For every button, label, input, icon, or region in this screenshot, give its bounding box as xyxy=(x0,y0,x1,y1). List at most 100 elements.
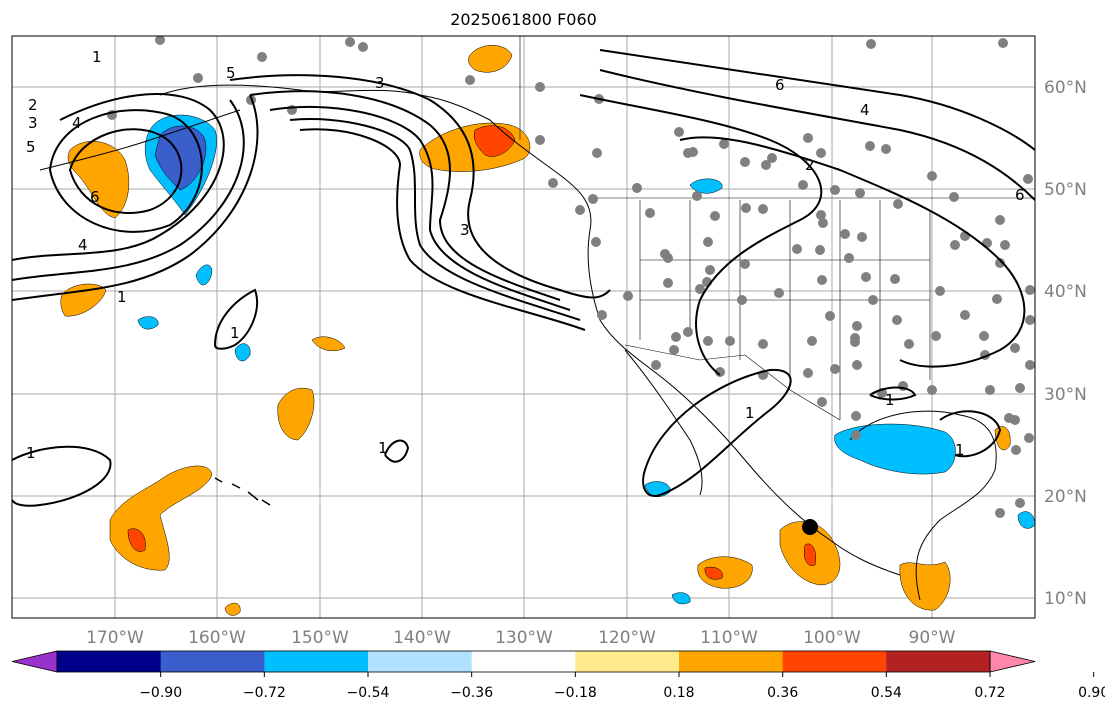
station-dot xyxy=(669,345,679,355)
station-dot xyxy=(852,321,862,331)
contour-label-1f: 1 xyxy=(26,444,36,462)
contour-ridge-4 xyxy=(289,118,581,321)
station-dot xyxy=(979,331,989,341)
lon-label-140w: 140°W xyxy=(393,628,451,648)
contour-label-2a: 2 xyxy=(28,96,38,114)
station-dot xyxy=(725,336,735,346)
station-dot xyxy=(807,336,817,346)
contours xyxy=(12,49,1035,507)
shade-blue-gulf xyxy=(834,423,956,475)
station-dot xyxy=(761,160,771,170)
station-dot xyxy=(674,127,684,137)
contour-label-3a: 3 xyxy=(28,114,38,132)
station-dot xyxy=(358,42,368,52)
lon-label-110w: 110°W xyxy=(700,628,758,648)
contour-ridge-3 xyxy=(269,105,571,311)
station-dot xyxy=(998,38,1008,48)
colorbar-tick-label: −0.36 xyxy=(450,685,493,701)
colorbar-swatch-8 xyxy=(782,651,887,672)
lat-label-60: 60°N xyxy=(1044,78,1087,98)
contour-label-1g: 1 xyxy=(230,324,240,342)
lon-label-150w: 150°W xyxy=(291,628,349,648)
station-dot xyxy=(588,194,598,204)
borders xyxy=(519,36,1035,421)
station-dot xyxy=(893,199,903,209)
station-dot xyxy=(591,237,601,247)
colorbar-swatch-4 xyxy=(368,651,473,672)
latitude-labels: 60°N 50°N 40°N 30°N 20°N 10°N xyxy=(1044,78,1087,609)
map-title: 2025061800 F060 xyxy=(450,10,597,29)
station-dot xyxy=(950,240,960,250)
lon-label-120w: 120°W xyxy=(598,628,656,648)
grid-lines xyxy=(12,36,1035,618)
station-dot xyxy=(1011,445,1021,455)
shade-blue-small2 xyxy=(671,592,691,605)
contour-ridge-1 xyxy=(229,74,611,299)
contour-ridge-5 xyxy=(299,128,586,331)
contour-alaska-3 xyxy=(12,94,259,301)
colorbar-tick-label: −0.54 xyxy=(347,685,390,701)
colorbar-swatch-1 xyxy=(57,651,162,672)
contour-mid-1 xyxy=(214,288,259,350)
station-dot xyxy=(592,148,602,158)
contour-label-1b: 1 xyxy=(117,288,127,306)
contour-east-4 xyxy=(679,136,1026,368)
station-dot xyxy=(683,327,693,337)
station-dot xyxy=(892,315,902,325)
station-dot xyxy=(740,157,750,167)
contour-label-6b: 6 xyxy=(775,76,785,94)
shade-red-mexico xyxy=(804,543,816,566)
station-dot xyxy=(623,291,633,301)
station-dot xyxy=(710,211,720,221)
lon-label-160w: 160°W xyxy=(188,628,246,648)
coast-baja xyxy=(624,349,703,496)
station-dot xyxy=(868,295,878,305)
station-dots xyxy=(107,36,1035,518)
station-dot xyxy=(803,133,813,143)
shade-orange-mid1 xyxy=(277,387,315,441)
contour-label-5a: 5 xyxy=(26,138,36,156)
station-dot xyxy=(535,135,545,145)
colorbar-swatch-7 xyxy=(679,651,784,672)
station-dot xyxy=(548,178,558,188)
station-dot xyxy=(852,360,862,370)
contour-label-5b: 5 xyxy=(226,64,236,82)
station-dot xyxy=(815,245,825,255)
station-dot xyxy=(818,218,828,228)
station-dot xyxy=(1000,240,1010,250)
station-dot xyxy=(645,208,655,218)
contour-east-2 xyxy=(599,69,1035,201)
station-dot xyxy=(904,339,914,349)
contour-label-2b: 2 xyxy=(805,156,815,174)
contour-alaska-1 xyxy=(12,93,225,261)
station-dot xyxy=(632,183,642,193)
colorbar-swatch-6 xyxy=(575,651,680,672)
colorbar-tick-label: 0.18 xyxy=(663,685,694,701)
contour-labels: 1 2 3 4 5 6 4 1 5 3 3 6 4 2 6 1 1 1 1 1 … xyxy=(26,48,1025,462)
lon-label-130w: 130°W xyxy=(495,628,553,648)
station-dot xyxy=(767,153,777,163)
station-dot xyxy=(1025,315,1035,325)
contour-label-6a: 6 xyxy=(90,188,100,206)
colorbar-extend-left xyxy=(11,650,58,673)
coast-alaska xyxy=(159,84,421,96)
station-dot xyxy=(995,258,1005,268)
colorbar-tick-label: 0.90 xyxy=(1078,685,1105,701)
shade-red-hawaii xyxy=(127,528,146,552)
station-dot xyxy=(1010,415,1020,425)
station-dot xyxy=(931,331,941,341)
colorbar-swatch-3 xyxy=(264,651,369,672)
shade-orange-mexico2 xyxy=(697,556,753,589)
colorbar-swatch-5 xyxy=(471,651,576,672)
station-dot xyxy=(575,205,585,215)
coast-hawaii xyxy=(214,477,271,506)
shade-orange-mid2 xyxy=(311,336,346,352)
station-dot xyxy=(758,339,768,349)
station-dot xyxy=(949,192,959,202)
lat-label-10: 10°N xyxy=(1044,589,1087,609)
station-dot xyxy=(737,295,747,305)
contour-gulf-2 xyxy=(869,386,917,401)
contour-label-4a: 4 xyxy=(72,114,82,132)
contour-label-1a: 1 xyxy=(92,48,102,66)
station-dot xyxy=(663,253,673,263)
